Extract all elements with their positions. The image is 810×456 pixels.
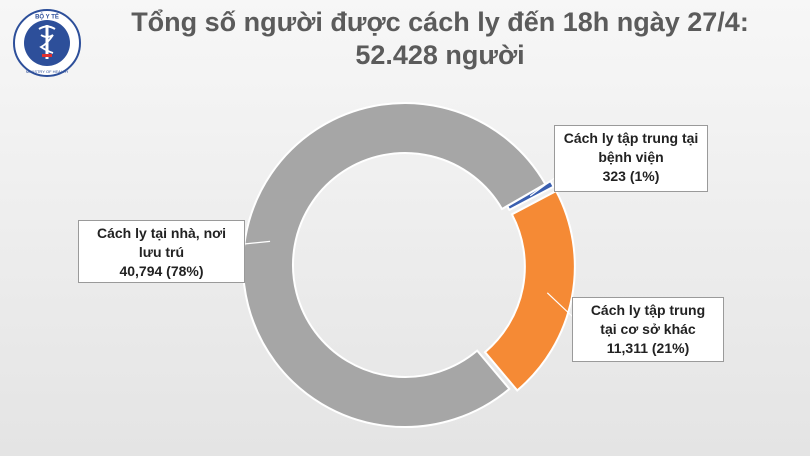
ministry-of-health-logo: BỘ Y TẾ MINISTRY OF HEALTH [13, 9, 81, 77]
donut-slice-facility [483, 189, 576, 392]
caduceus-icon [38, 25, 56, 59]
leader-line-home [243, 240, 271, 245]
label-home-line1: Cách ly tại nhà, nơi [97, 225, 226, 241]
label-hospital-line1: Cách ly tập trung tại [563, 130, 699, 146]
label-home-value: 40,794 (78%) [119, 263, 204, 279]
label-home-line2: lưu trú [138, 244, 185, 260]
logo-text-bottom: MINISTRY OF HEALTH [26, 69, 68, 74]
page-title: Tổng số người được cách ly đến 18h ngày … [131, 7, 749, 37]
total-count-title: 52.428 người [355, 40, 525, 70]
label-facility-line2: tại cơ sở khác [600, 321, 696, 337]
label-facility-line1: Cách ly tập trung [590, 302, 706, 318]
label-hospital-line2: bệnh viện [598, 149, 664, 165]
label-home: Cách ly tại nhà, nơi lưu trú 40,794 (78%… [78, 220, 245, 283]
label-hospital: Cách ly tập trung tại bệnh viện 323 (1%) [554, 125, 708, 192]
label-facility: Cách ly tập trung tại cơ sở khác 11,311 … [572, 297, 724, 362]
leader-line-facility [546, 292, 575, 319]
leader-line-hospital [529, 176, 557, 197]
donut-slice-home [242, 102, 547, 428]
label-facility-value: 11,311 (21%) [606, 340, 690, 356]
logo-text-top: BỘ Y TẾ [35, 13, 59, 21]
label-hospital-value: 323 (1%) [602, 168, 660, 184]
